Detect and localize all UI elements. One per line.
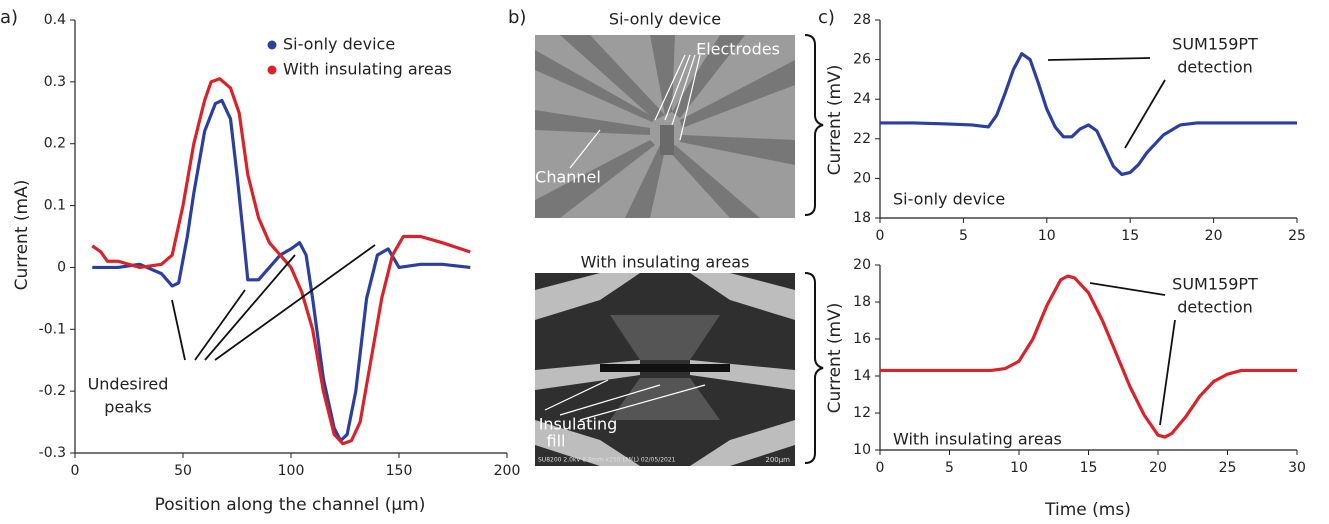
x-tick-label: 25 [1288, 228, 1306, 244]
annotation-pointer [1090, 283, 1165, 295]
annotation-pointer [215, 245, 375, 360]
y-tick-label: 28 [853, 12, 871, 28]
micrograph-label: Electrodes [696, 40, 780, 59]
x-tick-label: 15 [1121, 228, 1139, 244]
legend-marker [268, 41, 277, 50]
y-axis-label: Current (mA) [12, 180, 32, 291]
micrograph-label: Channel [535, 168, 601, 187]
annotation: With insulating areas [893, 430, 1062, 449]
figure: a) b) c) Si-only device Electrodes Chann… [0, 0, 1329, 524]
x-tick-label: 20 [1149, 460, 1167, 476]
annotation: peaks [104, 398, 151, 417]
micrograph-title: Si-only device [609, 10, 721, 29]
y-tick-label: 22 [853, 131, 871, 147]
annotation-pointer [172, 300, 185, 360]
y-tick-label: 0.4 [44, 12, 66, 28]
y-tick-label: 24 [853, 91, 871, 107]
y-tick-label: 0.2 [44, 136, 66, 152]
legend-label: Si-only device [283, 35, 395, 54]
annotation-pointer [1048, 58, 1150, 60]
y-tick-label: 20 [853, 257, 871, 273]
y-axis-label: Current (mV) [825, 303, 845, 414]
panel-label: b) [508, 7, 526, 28]
annotation-pointer [1160, 320, 1175, 425]
panel-label: a) [0, 7, 18, 28]
y-tick-label: -0.1 [39, 321, 66, 337]
y-tick-label: 0.1 [44, 198, 66, 214]
legend-label: With insulating areas [283, 60, 452, 79]
annotation-pointer [195, 290, 245, 360]
x-tick-label: 5 [945, 460, 954, 476]
x-tick-label: 0 [71, 463, 80, 479]
micrograph-title: With insulating areas [581, 253, 750, 272]
annotation-pointer [205, 255, 295, 360]
x-tick-label: 200 [494, 463, 521, 479]
annotation: detection [1177, 58, 1253, 77]
x-tick-label: 5 [959, 228, 968, 244]
annotation: detection [1177, 298, 1253, 317]
y-tick-label: 10 [853, 442, 871, 458]
x-tick-label: 0 [876, 228, 885, 244]
y-tick-label: 12 [853, 405, 871, 421]
annotation: Si-only device [893, 190, 1005, 209]
y-tick-label: 20 [853, 170, 871, 186]
x-axis-label: Position along the channel (µm) [155, 495, 426, 515]
micrograph-footer: 200µm [765, 456, 790, 464]
y-tick-label: 16 [853, 331, 871, 347]
micrograph-bottom [535, 273, 823, 466]
x-tick-label: 50 [174, 463, 192, 479]
y-tick-label: 18 [853, 210, 871, 226]
annotation: Undesired [88, 375, 169, 394]
legend-marker [268, 66, 277, 75]
x-tick-label: 25 [1219, 460, 1237, 476]
y-tick-label: 14 [853, 368, 871, 384]
y-tick-label: 0 [57, 259, 66, 275]
x-tick-label: 15 [1080, 460, 1098, 476]
micrograph-label: fill [547, 432, 566, 451]
y-tick-label: 0.3 [44, 74, 66, 90]
panel-label: c) [818, 7, 835, 28]
y-axis-label: Current (mV) [825, 65, 845, 176]
x-tick-label: 10 [1010, 460, 1028, 476]
x-tick-label: 30 [1288, 460, 1306, 476]
annotation: SUM159PT [1172, 35, 1258, 54]
x-tick-label: 0 [876, 460, 885, 476]
y-tick-label: 26 [853, 52, 871, 68]
y-tick-label: -0.3 [39, 445, 66, 461]
x-tick-label: 20 [1205, 228, 1223, 244]
x-tick-label: 150 [386, 463, 413, 479]
x-tick-label: 100 [278, 463, 305, 479]
y-tick-label: -0.2 [39, 383, 66, 399]
x-tick-label: 10 [1038, 228, 1056, 244]
micrograph-footer: SU8200 2.0kV 8.8mm x250 LM(L) 02/05/2021 [538, 457, 676, 464]
y-tick-label: 18 [853, 294, 871, 310]
x-axis-label: Time (ms) [1044, 500, 1131, 520]
annotation: SUM159PT [1172, 275, 1258, 294]
micrograph-top [535, 35, 823, 218]
